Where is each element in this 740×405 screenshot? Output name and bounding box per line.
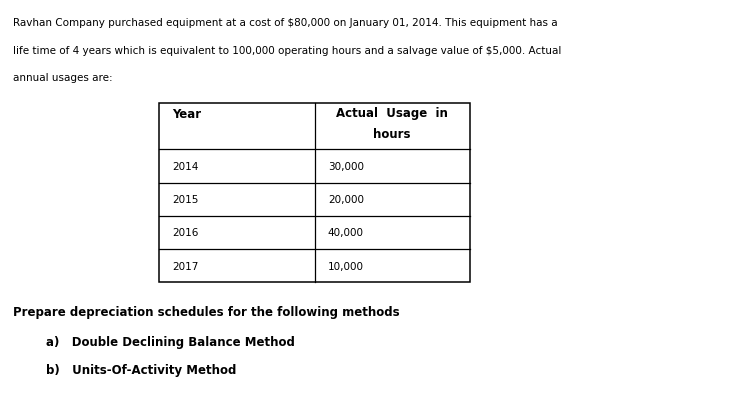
Text: Prepare depreciation schedules for the following methods: Prepare depreciation schedules for the f… — [13, 305, 400, 318]
Text: Year: Year — [172, 108, 201, 121]
Text: hours: hours — [374, 128, 411, 141]
Text: b)   Units-Of-Activity Method: b) Units-Of-Activity Method — [46, 363, 236, 376]
Text: 20,000: 20,000 — [328, 195, 364, 205]
Text: 10,000: 10,000 — [328, 261, 364, 271]
Text: 2015: 2015 — [172, 195, 199, 205]
Text: 40,000: 40,000 — [328, 228, 364, 238]
Text: 30,000: 30,000 — [328, 162, 364, 171]
Text: 2016: 2016 — [172, 228, 199, 238]
Text: a)   Double Declining Balance Method: a) Double Declining Balance Method — [46, 335, 295, 348]
Text: annual usages are:: annual usages are: — [13, 73, 113, 83]
Text: 2017: 2017 — [172, 261, 199, 271]
Text: Actual  Usage  in: Actual Usage in — [336, 107, 448, 119]
Text: Ravhan Company purchased equipment at a cost of $80,000 on January 01, 2014. Thi: Ravhan Company purchased equipment at a … — [13, 18, 558, 28]
Text: 2014: 2014 — [172, 162, 199, 171]
Bar — [159, 103, 470, 283]
Text: life time of 4 years which is equivalent to 100,000 operating hours and a salvag: life time of 4 years which is equivalent… — [13, 46, 562, 56]
